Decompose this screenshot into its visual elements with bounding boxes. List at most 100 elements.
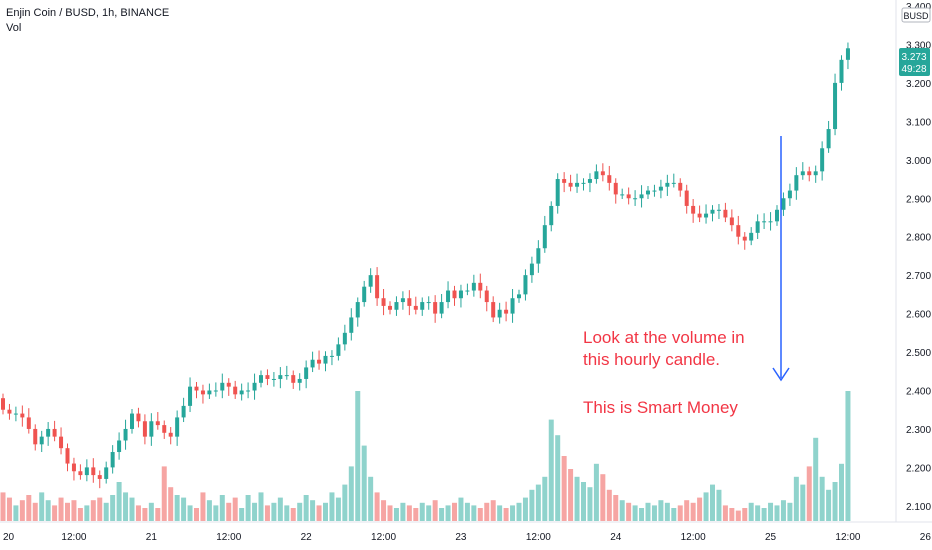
time-tick-label: 22	[301, 532, 313, 543]
volume-bar	[671, 508, 677, 521]
candle	[723, 202, 728, 223]
candle	[213, 382, 218, 397]
volume-bar	[26, 495, 32, 521]
candle	[600, 163, 605, 182]
candle	[130, 408, 134, 434]
volume-indicator-label: Vol	[6, 22, 22, 34]
price-tick-label: 2.700	[906, 271, 931, 282]
volume-bar	[768, 502, 774, 521]
volume-bar	[297, 502, 303, 521]
candle	[762, 213, 767, 230]
volume-bar	[684, 500, 690, 521]
candle	[794, 167, 799, 200]
candle	[317, 350, 322, 370]
candle	[420, 297, 425, 316]
candle	[587, 173, 592, 193]
time-tick-label: 24	[610, 532, 622, 543]
volume-bar	[574, 476, 580, 521]
volume-bar	[290, 508, 296, 521]
annotation-line-3: This is Smart Money	[583, 398, 738, 417]
candle	[736, 215, 741, 245]
candle	[800, 162, 805, 180]
candle	[233, 380, 238, 399]
candle	[671, 173, 676, 188]
candles	[1, 42, 850, 489]
candle	[575, 173, 580, 193]
time-tick-label: 21	[146, 532, 158, 543]
volume-bar	[839, 463, 844, 521]
candle	[471, 274, 476, 297]
volume-bar	[32, 502, 38, 521]
volume-bar	[284, 505, 290, 521]
volume-bar	[535, 484, 541, 521]
volume-bar	[258, 492, 264, 521]
volume-bar	[639, 508, 645, 521]
volume-bar	[90, 500, 96, 521]
candle	[742, 232, 747, 250]
annotation-arrow	[772, 136, 790, 382]
volume-bar	[168, 487, 174, 521]
volume-bar	[774, 505, 780, 521]
candle	[678, 178, 683, 197]
candle	[523, 269, 528, 301]
volume-bar	[710, 484, 715, 521]
volume-bar	[58, 497, 64, 521]
volume-bar	[135, 505, 141, 521]
volume-bar	[161, 466, 167, 521]
candle	[142, 414, 147, 445]
candle	[259, 370, 263, 388]
candle	[297, 373, 302, 391]
volume-bar	[232, 497, 238, 521]
volume-bar	[393, 508, 399, 521]
price-axis[interactable]: 2.100 2.200 2.300 2.400 2.500 2.600 2.700 2.800…	[906, 2, 931, 513]
volume-bar	[464, 502, 470, 521]
candle	[433, 295, 438, 323]
volume-bar	[651, 505, 657, 521]
last-price-text: 3.273	[901, 52, 926, 63]
volume-bar	[497, 505, 503, 521]
annotation-line-1: Look at the volume in	[583, 328, 745, 347]
candle	[807, 166, 812, 182]
volume-bar	[735, 510, 741, 521]
candle	[775, 205, 779, 226]
candle	[13, 406, 18, 422]
candle	[375, 267, 380, 306]
price-tick-label: 2.500	[906, 348, 931, 359]
countdown-text: 49:28	[901, 64, 926, 75]
volume-bar	[439, 508, 445, 521]
volume-bar	[703, 492, 709, 521]
candle	[768, 212, 773, 231]
volume-bar	[697, 497, 703, 521]
time-axis[interactable]: 20 12:00 21 12:00 22 12:00 23 12:00 24 12:00 25 12:…	[3, 532, 931, 543]
time-tick-label: 12:00	[371, 532, 396, 543]
volume-bar	[755, 505, 761, 521]
candle	[439, 293, 444, 319]
candle	[84, 459, 89, 482]
price-tick-label: 2.600	[906, 310, 931, 321]
candle	[607, 165, 612, 191]
volume-bar	[600, 474, 606, 521]
candle	[426, 296, 431, 310]
candle	[652, 184, 657, 197]
candle	[691, 199, 696, 223]
candle	[529, 256, 534, 283]
volume-bar	[323, 502, 328, 521]
time-tick-label: 20	[3, 532, 15, 543]
volume-bar	[194, 508, 199, 521]
volume-bar	[110, 495, 116, 521]
volume-bar	[103, 502, 109, 521]
candle	[104, 461, 109, 484]
candle	[78, 464, 83, 480]
candle	[562, 172, 567, 193]
volume-bars	[0, 391, 851, 521]
volume-bar	[587, 487, 593, 521]
currency-badge: BUSD	[901, 7, 931, 23]
candle	[91, 458, 96, 483]
volume-bar	[606, 489, 612, 521]
candle	[491, 296, 496, 323]
volume-bar	[581, 482, 586, 521]
price-tick-label: 2.800	[906, 233, 931, 244]
volume-bar	[826, 489, 832, 521]
volume-bar	[477, 508, 483, 521]
